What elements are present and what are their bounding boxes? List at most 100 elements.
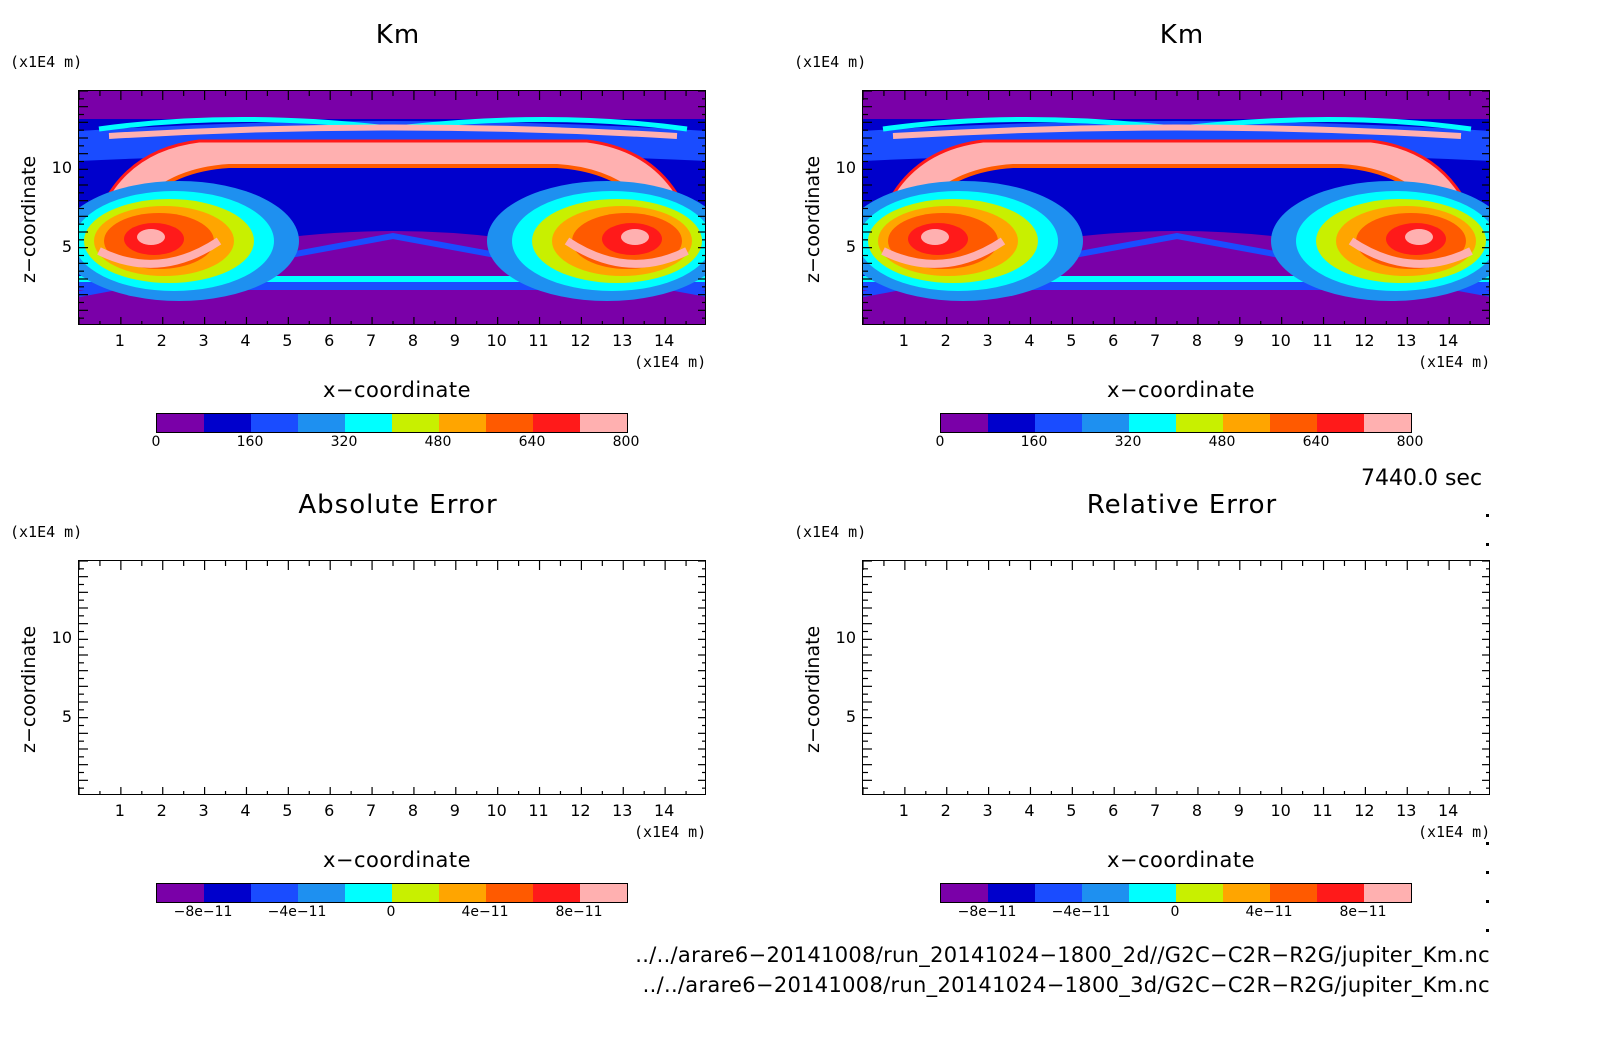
x-tick-label: 5: [282, 801, 293, 820]
x-tick-label: 2: [940, 801, 951, 820]
x-tick-label: 11: [528, 331, 549, 350]
colorbar-segment: [345, 884, 392, 902]
x-tick-label: 6: [1108, 331, 1119, 350]
x-tick-label: 14: [1437, 331, 1459, 350]
x-tick-label: 6: [324, 801, 335, 820]
panel-title: Absolute Error: [298, 490, 498, 520]
vortex: [564, 237, 689, 268]
colorbar: [940, 413, 1412, 433]
y-tick-label: 5: [61, 236, 72, 256]
x-tick-label: 11: [528, 801, 549, 820]
x-tick-label: 13: [612, 801, 633, 820]
x-axis-label: x−coordinate: [322, 848, 472, 872]
x-unit-label: (x1E4 m): [634, 823, 707, 841]
colorbar-segment: [251, 884, 298, 902]
contour-region: [79, 282, 705, 290]
contour-region: [882, 116, 1164, 132]
x-tick-label: 7: [1149, 331, 1161, 350]
colorbar-label: 8e−11: [1339, 904, 1387, 920]
colorbar-segment: [533, 884, 580, 902]
colorbar-segment: [580, 414, 627, 432]
colorbar-segment: [251, 414, 298, 432]
x-tick-label: 9: [449, 801, 460, 820]
x-axis-label: x−coordinate: [1106, 378, 1256, 402]
y-tick-label: 10: [835, 158, 856, 178]
colorbar-segment: [533, 414, 580, 432]
contour-region: [79, 276, 705, 282]
x-tick-label: 13: [1396, 331, 1417, 350]
colorbar-segment: [1176, 414, 1223, 432]
colorbar-label: 4e−11: [1245, 904, 1293, 920]
y-tick-label: 10: [51, 628, 72, 648]
x-tick-label: 3: [982, 801, 993, 820]
file-path-2: ../../arare6−20141008/run_20141024−1800_…: [642, 973, 1490, 997]
vortex: [621, 229, 649, 245]
marker-dot: [1486, 842, 1489, 845]
contour-region: [98, 116, 380, 132]
colorbar-segment: [1129, 414, 1176, 432]
colorbar-segment: [392, 884, 439, 902]
y-unit-label: (x1E4 m): [794, 53, 867, 71]
colorbar-label: −8e−11: [957, 904, 1017, 920]
y-tick-label: 5: [61, 706, 72, 726]
panel-title: Km: [375, 20, 421, 50]
plot-svg: [79, 91, 705, 324]
x-tick-label: 10: [1270, 331, 1291, 350]
x-axis-label: x−coordinate: [1106, 848, 1256, 872]
contour-region: [863, 282, 1489, 290]
colorbar-segment: [157, 884, 204, 902]
file-path-1: ../../arare6−20141008/run_20141024−1800_…: [635, 943, 1490, 967]
vortex: [97, 237, 222, 268]
x-tick-label: 6: [324, 331, 335, 350]
colorbar-segment: [1035, 414, 1082, 432]
colorbar-segment: [204, 414, 251, 432]
y-axis-label: z−coordinate: [18, 155, 40, 283]
x-tick-label: 8: [1191, 801, 1203, 820]
x-tick-label: 2: [156, 331, 167, 350]
x-tick-label: 1: [114, 331, 125, 350]
vortex: [1405, 229, 1433, 245]
colorbar-label: 320: [1114, 434, 1142, 450]
panel-2: Km (x1E4 m) z−coordinate 1 2 3 4 5 6 7 8 9 10 11 12 13 1…: [784, 0, 1564, 470]
marker-dot: [1486, 900, 1489, 903]
colorbar-segment: [486, 884, 533, 902]
colorbar-segment: [1270, 884, 1317, 902]
x-tick-label: 5: [282, 331, 293, 350]
y-axis-label: z−coordinate: [18, 625, 40, 753]
x-tick-label: 9: [1233, 331, 1244, 350]
x-tick-label: 8: [1191, 331, 1203, 350]
colorbar-label: −4e−11: [267, 904, 327, 920]
x-tick-label: 2: [156, 801, 167, 820]
colorbar-segment: [1364, 884, 1411, 902]
colorbar-segment: [1176, 884, 1223, 902]
plot-area: [862, 90, 1490, 325]
colorbar-label: 480: [1208, 434, 1236, 450]
contour-field: [79, 91, 705, 324]
x-tick-label: 12: [570, 331, 591, 350]
x-tick-label: 10: [486, 331, 507, 350]
time-label: 7440.0 sec: [1361, 466, 1483, 491]
colorbar-label: 0: [386, 904, 396, 920]
colorbar-segment: [1364, 414, 1411, 432]
colorbar-segment: [1223, 414, 1270, 432]
colorbar-segment: [1317, 414, 1364, 432]
colorbar-segment: [941, 414, 988, 432]
colorbar-label: 640: [518, 434, 546, 450]
contour-region: [406, 116, 688, 132]
x-tick-label: 7: [1149, 801, 1161, 820]
colorbar-segment: [392, 414, 439, 432]
x-unit-label: (x1E4 m): [1418, 353, 1491, 371]
contour-field: [863, 91, 1489, 324]
x-tick-label: 7: [365, 331, 377, 350]
x-tick-label: 9: [449, 331, 460, 350]
plot-area: [862, 560, 1490, 795]
x-tick-label: 4: [240, 801, 251, 820]
marker-dot: [1486, 514, 1489, 517]
x-tick-label: 2: [940, 331, 951, 350]
x-tick-label: 14: [653, 331, 675, 350]
plot-area: [78, 90, 706, 325]
colorbar-segment: [1223, 884, 1270, 902]
plot-svg: [863, 91, 1489, 324]
y-axis-label: z−coordinate: [802, 625, 824, 753]
y-tick-label: 5: [845, 236, 856, 256]
